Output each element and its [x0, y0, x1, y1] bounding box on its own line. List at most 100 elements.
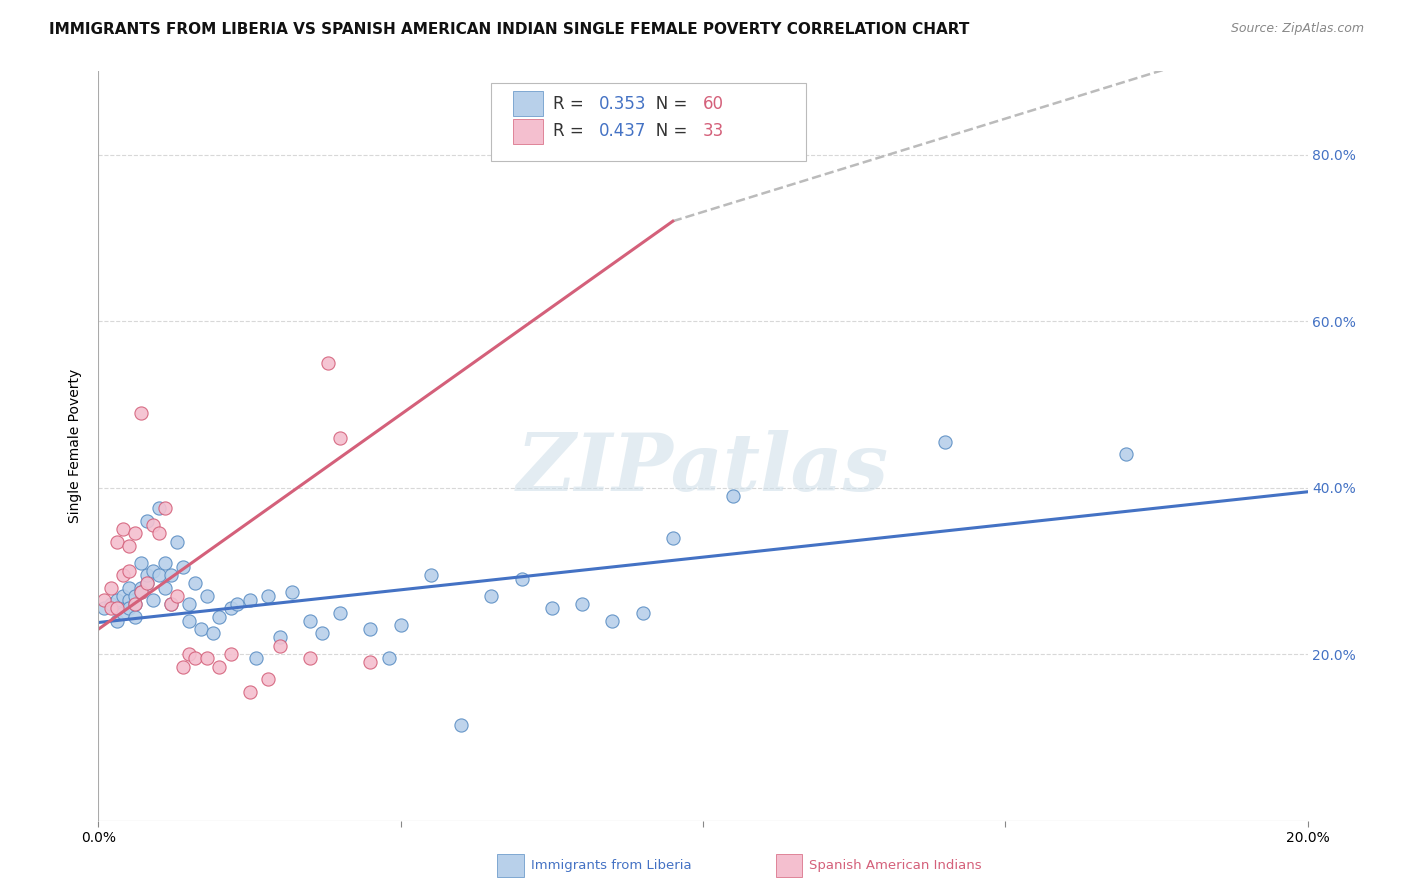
Text: 0.437: 0.437	[599, 122, 647, 140]
Point	[153, 556, 176, 570]
Point	[100, 601, 122, 615]
Point	[256, 672, 278, 686]
Point	[160, 568, 183, 582]
Point	[166, 534, 188, 549]
Point	[129, 584, 152, 599]
Point	[226, 597, 249, 611]
Point	[269, 631, 291, 645]
Point	[124, 526, 146, 541]
Point	[172, 559, 194, 574]
Point	[105, 614, 128, 628]
Point	[311, 626, 333, 640]
Point	[450, 718, 472, 732]
Text: IMMIGRANTS FROM LIBERIA VS SPANISH AMERICAN INDIAN SINGLE FEMALE POVERTY CORRELA: IMMIGRANTS FROM LIBERIA VS SPANISH AMERI…	[49, 22, 970, 37]
FancyBboxPatch shape	[776, 855, 803, 877]
Point	[142, 593, 165, 607]
Point	[281, 584, 304, 599]
Point	[118, 601, 141, 615]
Point	[256, 589, 278, 603]
Point	[202, 626, 225, 640]
Point	[142, 518, 165, 533]
Point	[179, 614, 201, 628]
Text: Immigrants from Liberia: Immigrants from Liberia	[531, 859, 692, 872]
FancyBboxPatch shape	[513, 119, 543, 144]
Point	[148, 526, 170, 541]
Point	[124, 597, 146, 611]
Point	[540, 601, 562, 615]
Point	[105, 601, 128, 615]
Point	[360, 656, 382, 670]
Point	[239, 684, 262, 698]
Point	[316, 356, 339, 370]
Point	[93, 601, 115, 615]
Point	[135, 576, 157, 591]
Text: ZIPatlas: ZIPatlas	[517, 430, 889, 508]
Point	[184, 651, 207, 665]
Point	[190, 622, 212, 636]
Text: Source: ZipAtlas.com: Source: ZipAtlas.com	[1230, 22, 1364, 36]
FancyBboxPatch shape	[498, 855, 524, 877]
Point	[111, 568, 134, 582]
Text: 0.353: 0.353	[599, 95, 647, 112]
Point	[299, 614, 322, 628]
Point	[377, 651, 399, 665]
Point	[135, 514, 157, 528]
FancyBboxPatch shape	[492, 83, 806, 161]
Point	[100, 581, 122, 595]
FancyBboxPatch shape	[513, 91, 543, 116]
Text: 60: 60	[703, 95, 724, 112]
Text: R =: R =	[553, 122, 589, 140]
Point	[124, 597, 146, 611]
Point	[135, 576, 157, 591]
Point	[135, 568, 157, 582]
Point	[329, 431, 352, 445]
Point	[148, 568, 170, 582]
Point	[160, 597, 183, 611]
Point	[118, 564, 141, 578]
Point	[661, 122, 683, 136]
Point	[111, 589, 134, 603]
Point	[105, 593, 128, 607]
Point	[129, 406, 152, 420]
Point	[111, 522, 134, 536]
Point	[934, 434, 956, 449]
Point	[602, 614, 624, 628]
Point	[142, 564, 165, 578]
Point	[208, 659, 231, 673]
Point	[510, 572, 533, 586]
Point	[179, 597, 201, 611]
Point	[118, 581, 141, 595]
Point	[129, 581, 152, 595]
Point	[631, 606, 654, 620]
Point	[153, 581, 176, 595]
Point	[221, 601, 243, 615]
Text: 33: 33	[703, 122, 724, 140]
Point	[571, 597, 593, 611]
Point	[239, 593, 262, 607]
Point	[245, 651, 267, 665]
Point	[105, 534, 128, 549]
Text: R =: R =	[553, 95, 589, 112]
Point	[129, 556, 152, 570]
Point	[118, 593, 141, 607]
Text: N =: N =	[640, 122, 693, 140]
Point	[111, 606, 134, 620]
Point	[195, 651, 218, 665]
Point	[172, 659, 194, 673]
Point	[1115, 447, 1137, 461]
Point	[389, 618, 412, 632]
Point	[195, 589, 218, 603]
Point	[269, 639, 291, 653]
Point	[221, 647, 243, 661]
Point	[661, 531, 683, 545]
Point	[93, 593, 115, 607]
Point	[329, 606, 352, 620]
Text: N =: N =	[640, 95, 693, 112]
Point	[124, 609, 146, 624]
Point	[184, 576, 207, 591]
Text: Spanish American Indians: Spanish American Indians	[810, 859, 981, 872]
Point	[153, 501, 176, 516]
Point	[481, 589, 503, 603]
Point	[420, 568, 443, 582]
Point	[723, 489, 745, 503]
